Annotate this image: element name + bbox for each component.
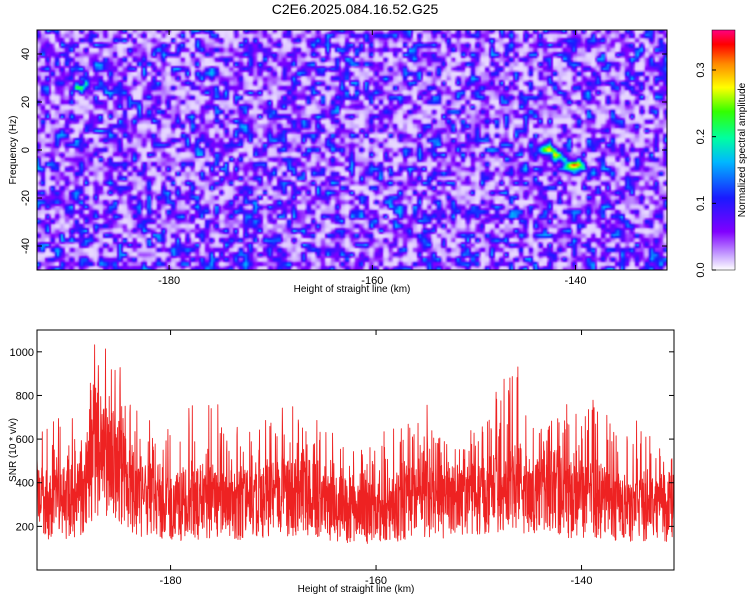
snr-x-axis-title: Height of straight line (km) — [298, 584, 415, 595]
y-tick-label: -40 — [20, 238, 32, 254]
colorbar-tick-label: 0.3 — [695, 62, 707, 77]
spectrogram-x-axis-title: Height of straight line (km) — [294, 284, 411, 295]
snr-frame — [36, 329, 675, 571]
x-tick-label: -140 — [571, 575, 593, 587]
colorbar-tick-label: 0.2 — [695, 129, 707, 144]
y-tick-label: 20 — [20, 96, 32, 108]
snr-line — [37, 344, 674, 544]
colorbar-gradient — [711, 29, 736, 271]
spectrogram-axes: -180 -160 -140 -40 -20 0 20 40 — [20, 30, 667, 287]
x-tick-label: -180 — [158, 275, 180, 287]
snr-y-axis-title: SNR (10 * v/v) — [8, 418, 19, 482]
x-tick-label: -160 — [365, 575, 387, 587]
snr-axes: -180 -160 -140 200 400 600 800 1000 — [10, 330, 674, 587]
y-tick-label: 200 — [16, 521, 34, 533]
spectrogram-panel: -180 -160 -140 -40 -20 0 20 40 Height of straig… — [8, 29, 668, 295]
y-tick-label: 600 — [16, 434, 34, 446]
colorbar-label: Normalized spectral amplitude — [737, 82, 748, 217]
snr-series — [37, 344, 674, 544]
colorbar-tick-label: 0.0 — [695, 262, 707, 277]
x-tick-label: -160 — [361, 275, 383, 287]
snr-panel: -180 -160 -140 200 400 600 800 1000 Height of s… — [8, 329, 675, 595]
y-tick-label: 400 — [16, 478, 34, 490]
y-tick-label: 800 — [16, 390, 34, 402]
figure-title: C2E6.2025.084.16.52.G25 — [271, 1, 439, 17]
x-tick-label: -140 — [565, 275, 587, 287]
spectrogram-y-axis-title: Frequency (Hz) — [8, 116, 19, 185]
y-tick-label: 40 — [20, 48, 32, 60]
spectrogram-image — [37, 30, 667, 270]
y-tick-label: 0 — [20, 147, 32, 153]
colorbar: 0.0 0.1 0.2 0.3 Normalized spectral amplitu… — [695, 29, 748, 278]
colorbar-tick-label: 0.1 — [695, 196, 707, 211]
y-tick-label: 1000 — [10, 347, 34, 359]
y-tick-label: -20 — [20, 190, 32, 206]
colorbar-ticks: 0.0 0.1 0.2 0.3 — [695, 62, 716, 278]
x-tick-label: -180 — [160, 575, 182, 587]
